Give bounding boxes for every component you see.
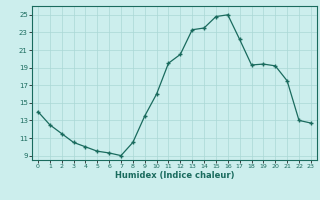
X-axis label: Humidex (Indice chaleur): Humidex (Indice chaleur) (115, 171, 234, 180)
